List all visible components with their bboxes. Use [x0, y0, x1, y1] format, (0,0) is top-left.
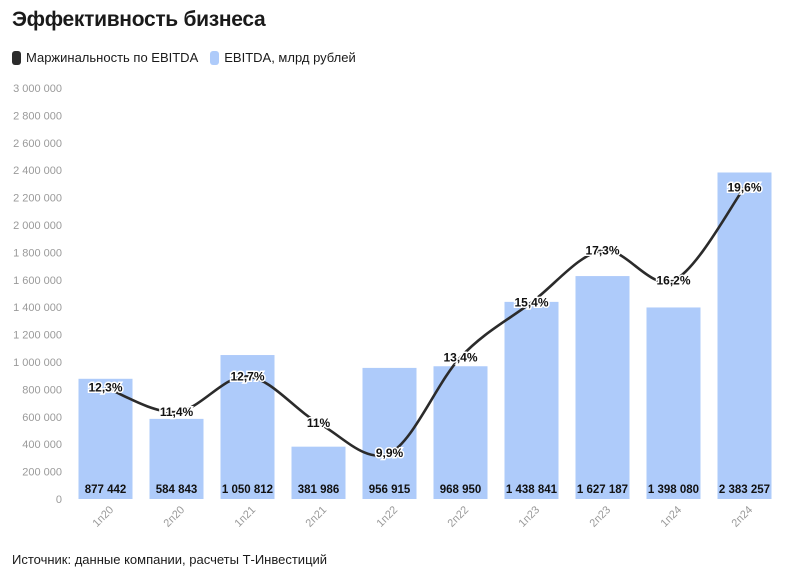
y-tick-label: 2 000 000 — [13, 220, 62, 232]
bar-value-label: 1 050 812 — [222, 484, 273, 496]
legend-item-margin: Маржинальность по EBITDA — [12, 50, 198, 65]
legend-label-ebitda: EBITDA, млрд рублей — [224, 50, 356, 65]
y-tick-label: 2 600 000 — [13, 138, 62, 150]
source-note: Источник: данные компании, расчеты Т-Инв… — [12, 552, 328, 567]
y-tick-label: 1 800 000 — [13, 247, 62, 259]
margin-value-label: 11% — [307, 416, 331, 430]
y-tick-label: 1 000 000 — [13, 357, 62, 369]
bar-value-label: 1 398 080 — [648, 484, 699, 496]
legend: Маржинальность по EBITDA EBITDA, млрд ру… — [12, 50, 368, 65]
y-tick-label: 1 200 000 — [13, 330, 62, 342]
y-tick-label: 2 200 000 — [13, 193, 62, 205]
y-tick-label: 1 400 000 — [13, 302, 62, 314]
x-tick-label: 1п24 — [659, 504, 685, 530]
y-tick-label: 0 — [56, 494, 62, 506]
y-tick-label: 2 800 000 — [13, 110, 62, 122]
chart-title: Эффективность бизнеса — [12, 8, 266, 31]
x-tick-label: 2п24 — [730, 504, 756, 530]
margin-value-label: 9,9% — [376, 446, 404, 460]
bar — [504, 301, 559, 499]
y-tick-label: 2 400 000 — [13, 165, 62, 177]
legend-label-margin: Маржинальность по EBITDA — [26, 50, 199, 65]
y-tick-label: 600 000 — [22, 412, 62, 424]
y-tick-label: 1 600 000 — [13, 275, 62, 287]
margin-value-label: 12,7% — [230, 369, 264, 383]
bar — [78, 378, 133, 499]
bar — [362, 367, 417, 499]
x-tick-label: 2п20 — [162, 504, 188, 530]
x-tick-label: 2п23 — [588, 504, 614, 530]
bar-value-label: 956 915 — [369, 484, 411, 496]
bar-value-label: 2 383 257 — [719, 484, 770, 496]
bar — [433, 366, 488, 499]
bar — [717, 172, 772, 500]
y-tick-label: 800 000 — [22, 384, 62, 396]
margin-value-label: 17,3% — [585, 243, 619, 257]
bar-value-label: 1 438 841 — [506, 484, 558, 496]
y-tick-label: 3 000 000 — [13, 83, 62, 95]
bar-value-label: 381 986 — [298, 484, 340, 496]
bar — [220, 355, 275, 499]
margin-value-label: 19,6% — [727, 180, 761, 194]
legend-item-ebitda: EBITDA, млрд рублей — [210, 50, 356, 65]
margin-line — [105, 186, 746, 457]
bar-value-label: 968 950 — [440, 484, 482, 496]
x-tick-label: 2п21 — [304, 504, 330, 530]
margin-value-label: 12,3% — [88, 380, 122, 394]
legend-swatch-line — [12, 50, 21, 65]
x-tick-label: 1п20 — [91, 504, 117, 530]
y-tick-label: 200 000 — [22, 467, 62, 479]
margin-value-label: 15,4% — [514, 295, 548, 309]
x-tick-label: 1п23 — [517, 504, 543, 530]
bar — [575, 276, 630, 499]
bar-value-label: 584 843 — [156, 484, 198, 496]
margin-value-label: 16,2% — [656, 274, 690, 288]
margin-value-label: 13,4% — [443, 350, 477, 364]
legend-swatch-bar — [210, 50, 220, 65]
bar — [646, 307, 701, 499]
bar — [291, 446, 346, 499]
x-tick-label: 2п22 — [446, 504, 472, 530]
x-tick-label: 1п22 — [375, 504, 401, 530]
y-tick-label: 400 000 — [22, 439, 62, 451]
x-tick-label: 1п21 — [233, 504, 259, 530]
bar — [149, 418, 204, 499]
margin-value-label: 11,4% — [160, 405, 194, 419]
bar-value-label: 877 442 — [85, 484, 127, 496]
bar-value-label: 1 627 187 — [577, 484, 628, 496]
